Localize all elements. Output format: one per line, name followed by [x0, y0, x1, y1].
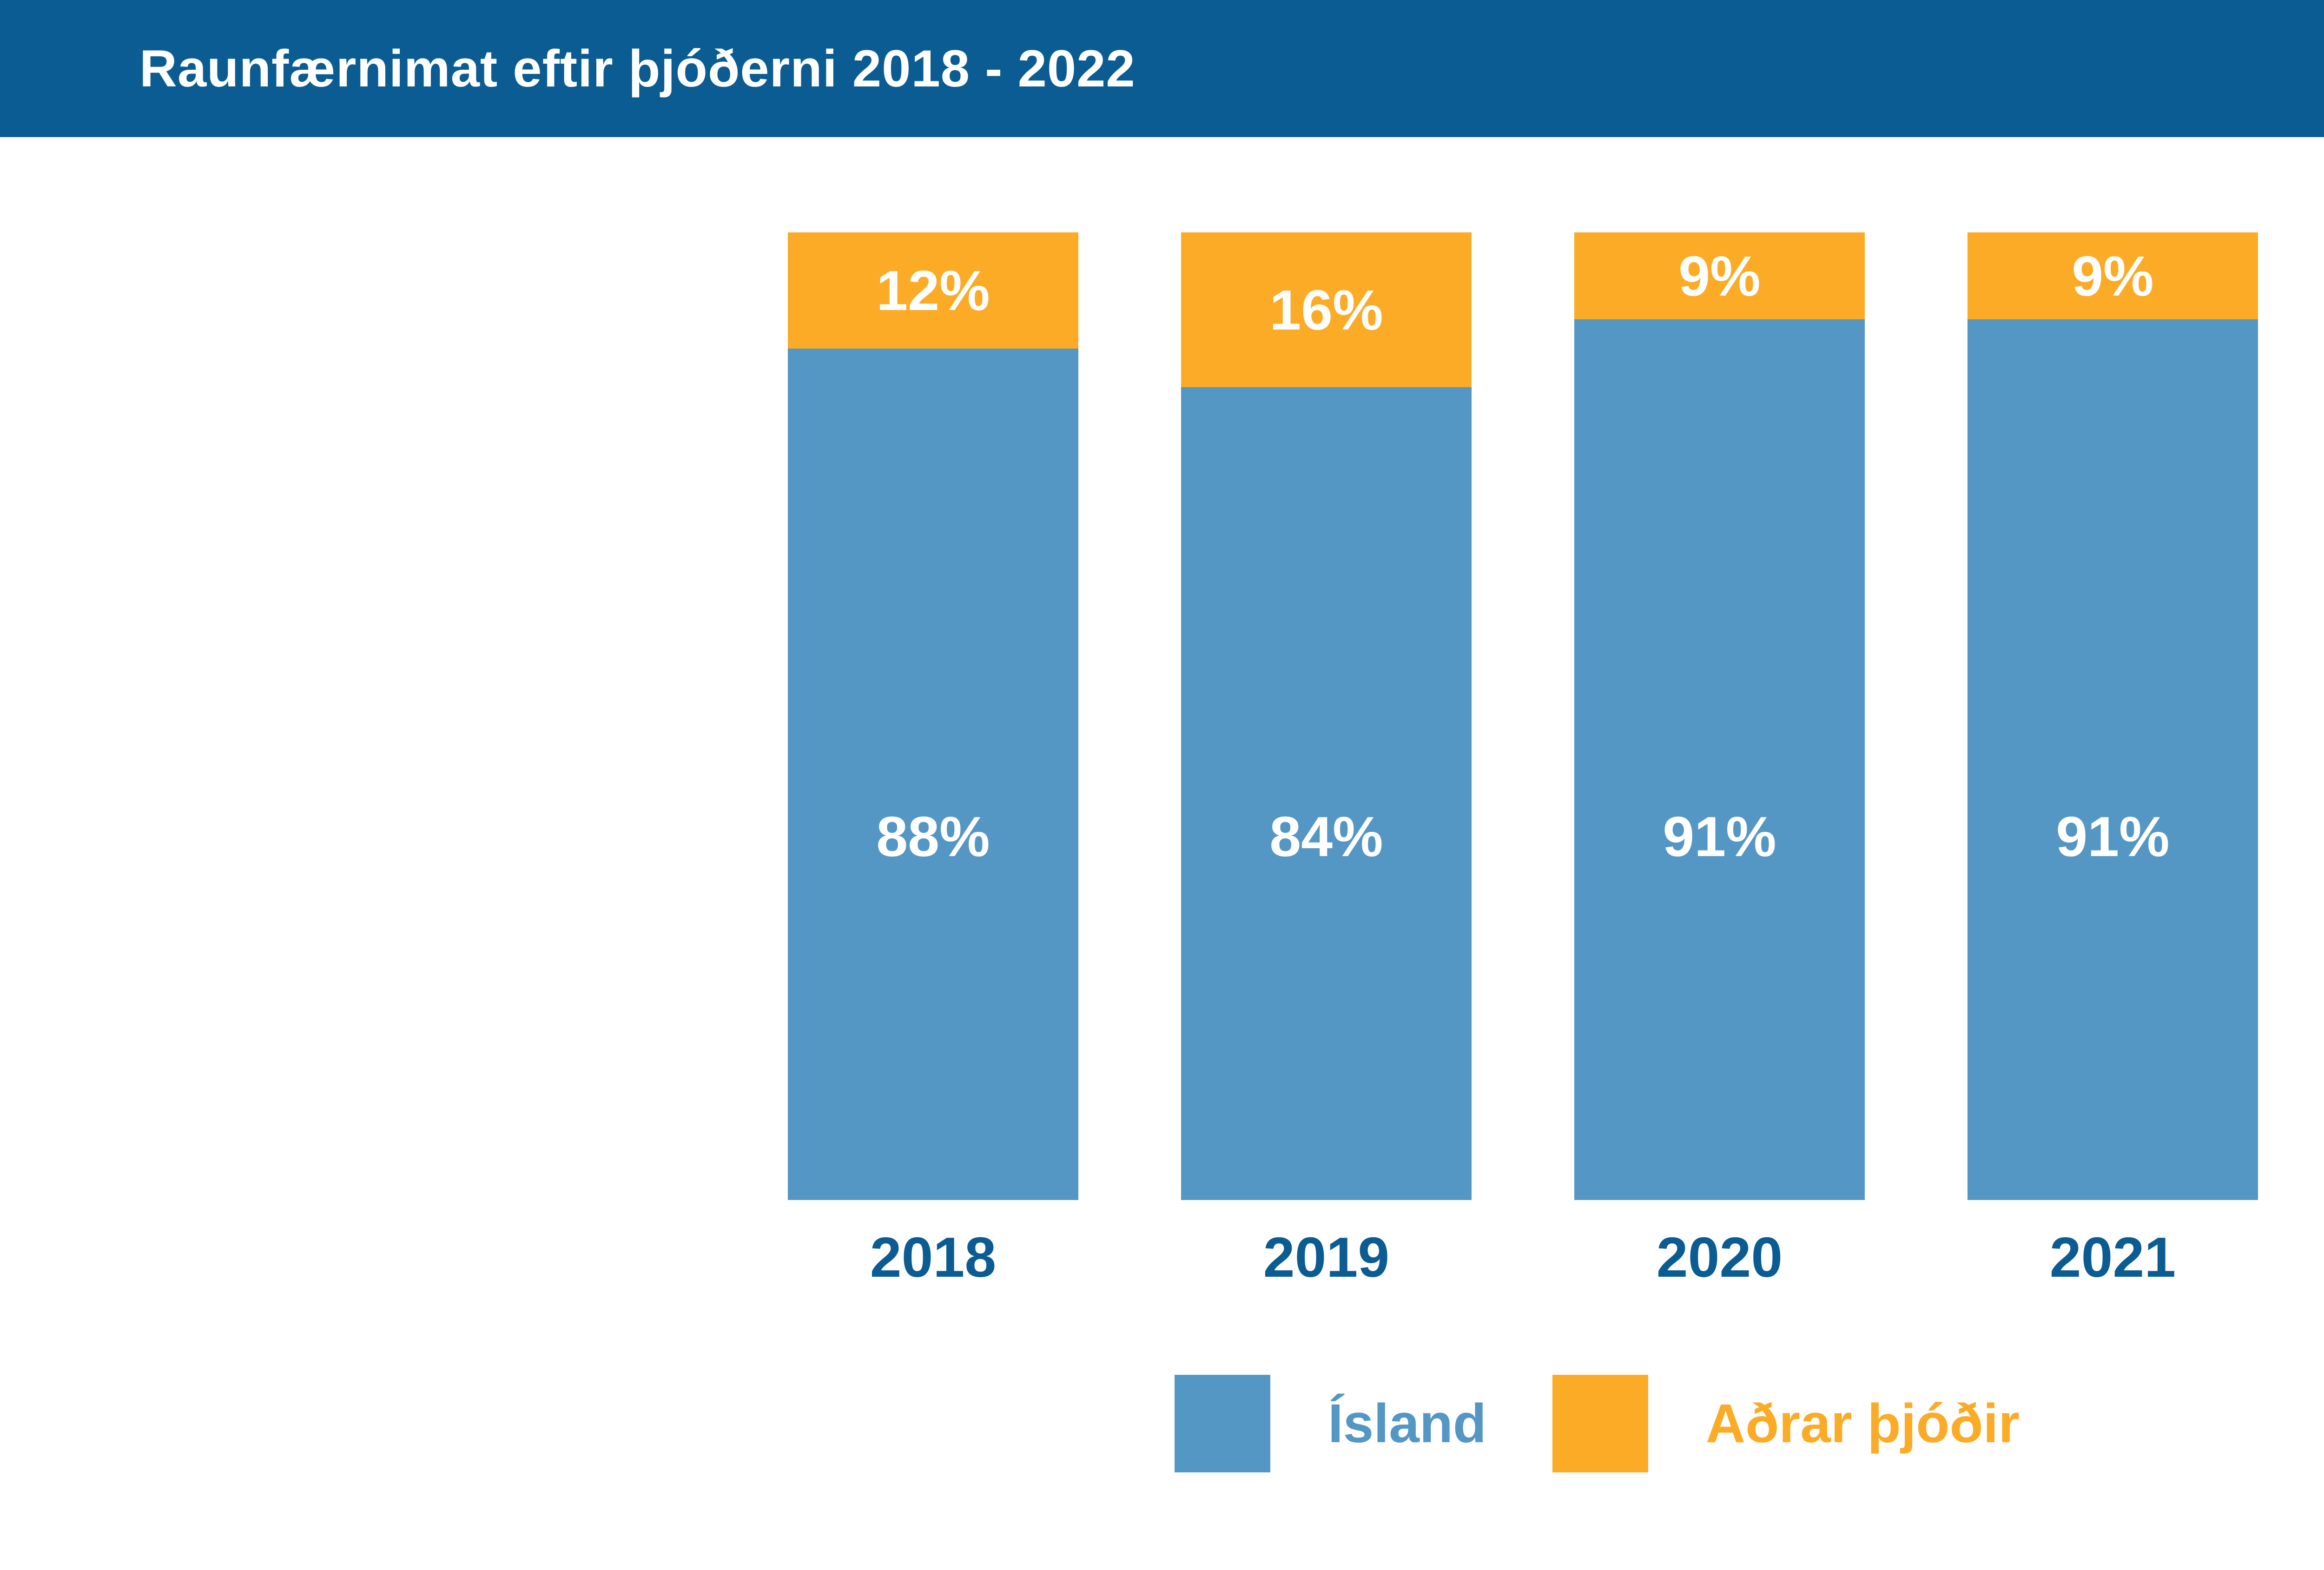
bar-stack-2019: 16% — [1181, 232, 1472, 1200]
value-label-2018-iceland: 88% — [876, 805, 990, 868]
bar-segment-2020-iceland — [1574, 319, 1865, 1200]
value-label-2021-iceland: 91% — [2056, 805, 2170, 868]
bar-group-2021: 9% 91% 2021 — [1967, 232, 2258, 1286]
value-label-2018-other-nations: 12% — [876, 258, 990, 322]
year-label-2021: 2021 — [2049, 1226, 2176, 1289]
legend-label-adrar: Aðrar þjóðir — [1705, 1393, 2020, 1454]
bar-segment-2021-iceland — [1967, 319, 2258, 1200]
bar-stack-2020: 9% — [1574, 232, 1865, 1200]
year-label-2018: 2018 — [870, 1226, 997, 1289]
legend-label-island: Ísland — [1328, 1393, 1486, 1454]
legend-swatch-island — [1175, 1375, 1270, 1472]
bar-segment-2018-other-nations: 12% — [788, 232, 1078, 349]
bar-group-2018: 12% 88% 2018 — [788, 232, 1078, 1286]
bar-stack-2021: 9% — [1967, 232, 2258, 1200]
value-label-2021-other-nations: 9% — [2072, 244, 2154, 308]
year-label-2020: 2020 — [1656, 1226, 1783, 1289]
bar-segment-2019-other-nations: 16% — [1181, 232, 1472, 388]
header-bar: Raunfærnimat eftir þjóðerni 2018 - 2022 — [0, 0, 2324, 137]
bar-group-2019: 16% 84% 2019 — [1181, 232, 1472, 1286]
bar-segment-2018-iceland — [788, 348, 1078, 1200]
bar-group-2020: 9% 91% 2020 — [1574, 232, 1865, 1286]
chart-title: Raunfærnimat eftir þjóðerni 2018 - 2022 — [139, 40, 1136, 98]
value-label-2019-other-nations: 16% — [1269, 278, 1383, 342]
legend-swatch-adrar — [1552, 1375, 1648, 1472]
bar-segment-2019-iceland — [1181, 387, 1472, 1200]
value-label-2019-iceland: 84% — [1269, 805, 1383, 868]
value-label-2020-other-nations: 9% — [1678, 244, 1761, 308]
value-label-2020-iceland: 91% — [1663, 805, 1776, 868]
legend: Ísland Aðrar þjóðir — [1175, 1375, 2020, 1472]
bar-segment-2021-other-nations: 9% — [1967, 232, 2258, 320]
bar-segment-2020-other-nations: 9% — [1574, 232, 1865, 320]
year-label-2019: 2019 — [1263, 1226, 1390, 1289]
bar-stack-2018: 12% — [788, 232, 1078, 1200]
